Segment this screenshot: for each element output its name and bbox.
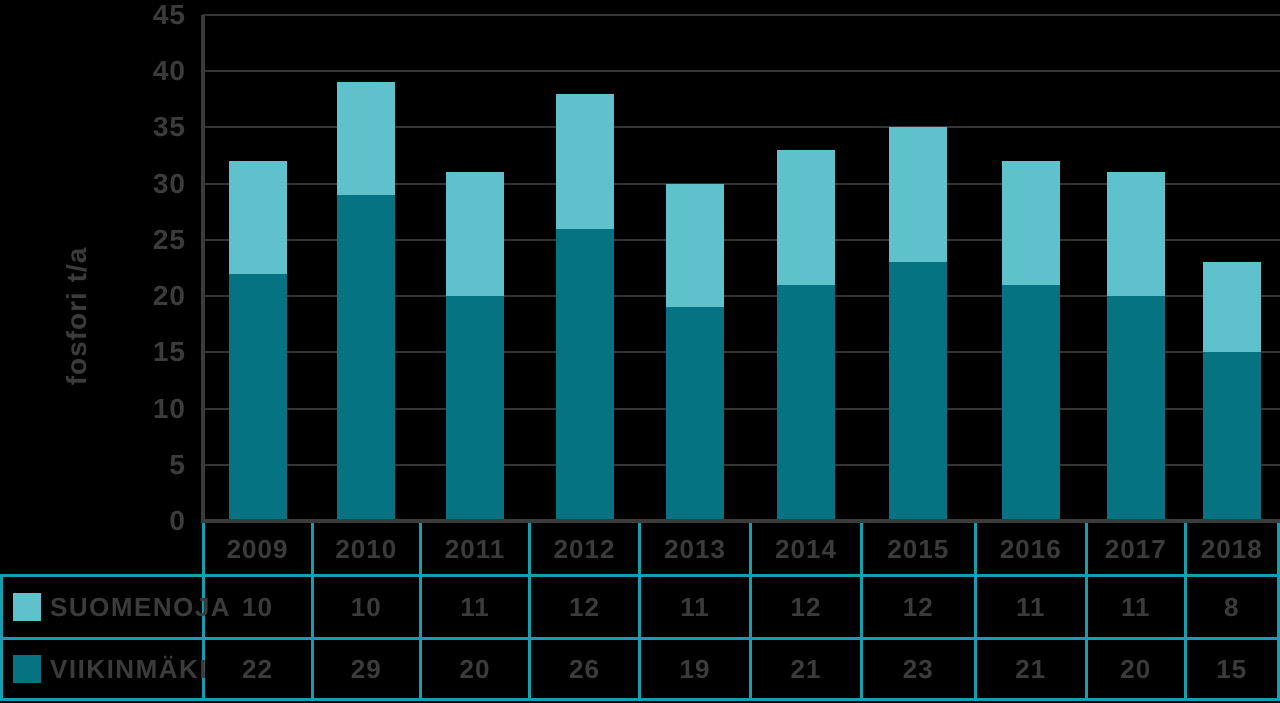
table-value-suomenoja-2015: 12	[902, 592, 934, 622]
table-year-header-2017: 2017	[1104, 534, 1167, 564]
table-value-suomenoja-2016: 11	[1016, 592, 1046, 622]
table-vertical-border-5	[749, 523, 752, 701]
bar-segment-viikinmäki-2015	[889, 262, 948, 521]
gridline-30	[203, 182, 1280, 185]
table-value-suomenoja-2018: 8	[1224, 592, 1240, 622]
bar-segment-suomenoja-2010	[337, 82, 396, 195]
gridline-5	[203, 463, 1280, 466]
table-value-viikinmki-2010: 29	[350, 654, 382, 684]
table-year-header-2015: 2015	[887, 534, 950, 564]
table-value-suomenoja-2010: 10	[350, 592, 382, 622]
legend-label-viikinmki: VIIKINMÄKI	[50, 654, 208, 684]
table-horizontal-border-2	[0, 698, 1280, 701]
table-vertical-border-0	[201, 523, 205, 701]
gridline-10	[203, 407, 1280, 410]
table-vertical-border-2	[419, 523, 422, 701]
table-year-header-2011: 2011	[444, 534, 506, 564]
gridline-40	[203, 70, 1280, 73]
table-value-viikinmki-2009: 22	[242, 654, 273, 684]
bar-segment-viikinmäki-2014	[777, 284, 835, 521]
table-year-header-2010: 2010	[335, 534, 398, 564]
y-tick-label-5: 5	[169, 448, 186, 480]
gridline-20	[203, 295, 1280, 298]
table-year-header-2014: 2014	[775, 534, 837, 564]
table-value-suomenoja-2011: 11	[460, 592, 490, 622]
bar-segment-suomenoja-2013	[666, 183, 724, 308]
table-vertical-border-4	[638, 523, 641, 701]
bar-segment-suomenoja-2014	[777, 149, 835, 285]
table-year-header-2018: 2018	[1200, 534, 1263, 564]
table-value-suomenoja-2017: 11	[1121, 592, 1151, 622]
table-value-suomenoja-2009: 10	[242, 592, 273, 622]
table-vertical-border-9	[1183, 523, 1187, 701]
table-value-viikinmki-2014: 21	[790, 654, 822, 684]
table-year-header-2016: 2016	[999, 534, 1062, 564]
table-value-viikinmki-2016: 21	[1015, 654, 1047, 684]
table-value-viikinmki-2012: 26	[569, 654, 600, 684]
y-tick-label-10: 10	[152, 392, 186, 424]
bar-segment-viikinmäki-2018	[1202, 352, 1261, 521]
bar-segment-viikinmäki-2017	[1106, 296, 1165, 521]
x-axis-line	[201, 519, 1280, 523]
table-year-header-2012: 2012	[553, 534, 616, 564]
table-value-viikinmki-2015: 23	[902, 654, 934, 684]
table-value-suomenoja-2014: 12	[790, 592, 822, 622]
y-tick-label-30: 30	[152, 167, 186, 199]
y-tick-label-40: 40	[152, 55, 186, 87]
legend-swatch-viikinmki	[13, 655, 41, 683]
bar-segment-suomenoja-2016	[1001, 161, 1060, 285]
table-value-suomenoja-2012: 12	[569, 592, 600, 622]
gridline-45	[203, 14, 1280, 16]
table-vertical-border-1	[310, 523, 314, 701]
y-tick-label-0: 0	[169, 505, 186, 536]
table-value-viikinmki-2017: 20	[1120, 654, 1152, 684]
table-value-viikinmki-2013: 19	[679, 654, 711, 684]
y-tick-label-35: 35	[152, 111, 186, 143]
bar-segment-suomenoja-2017	[1106, 172, 1165, 297]
bar-segment-viikinmäki-2012	[555, 228, 614, 521]
table-vertical-border-8	[1085, 523, 1088, 701]
bar-segment-viikinmäki-2013	[666, 307, 724, 521]
bar-segment-suomenoja-2011	[446, 172, 504, 297]
table-vertical-border-10	[1277, 523, 1280, 701]
y-axis-title: fosfori t/a	[61, 246, 92, 386]
legend-label-suomenoja: SUOMENOJA	[50, 592, 232, 622]
bar-segment-suomenoja-2009	[228, 161, 287, 274]
table-horizontal-border-0	[0, 574, 1280, 577]
gridline-15	[203, 351, 1280, 354]
table-year-header-2013: 2013	[664, 534, 726, 564]
table-year-header-2009: 2009	[226, 534, 289, 564]
table-vertical-border-6	[860, 523, 863, 701]
bar-segment-viikinmäki-2010	[337, 194, 396, 521]
bar-segment-suomenoja-2018	[1202, 262, 1261, 353]
gridline-25	[203, 238, 1280, 241]
y-tick-label-15: 15	[152, 336, 186, 368]
bar-segment-viikinmäki-2011	[446, 296, 504, 521]
bar-segment-suomenoja-2012	[555, 93, 614, 229]
table-value-viikinmki-2011: 20	[459, 654, 491, 684]
y-tick-label-20: 20	[152, 280, 186, 312]
bar-segment-viikinmäki-2009	[228, 273, 287, 521]
table-value-suomenoja-2013: 11	[680, 592, 710, 622]
table-vertical-border-7	[973, 523, 977, 701]
y-tick-label-25: 25	[152, 223, 186, 255]
gridline-35	[203, 126, 1280, 129]
legend-swatch-suomenoja	[13, 593, 41, 621]
y-axis-line	[201, 15, 205, 523]
table-vertical-border-3	[528, 523, 531, 701]
bar-segment-suomenoja-2015	[889, 127, 948, 263]
table-value-viikinmki-2018: 15	[1216, 654, 1248, 684]
y-tick-label-45: 45	[152, 0, 186, 30]
bar-segment-viikinmäki-2016	[1001, 284, 1060, 521]
table-horizontal-border-1	[0, 637, 1280, 640]
